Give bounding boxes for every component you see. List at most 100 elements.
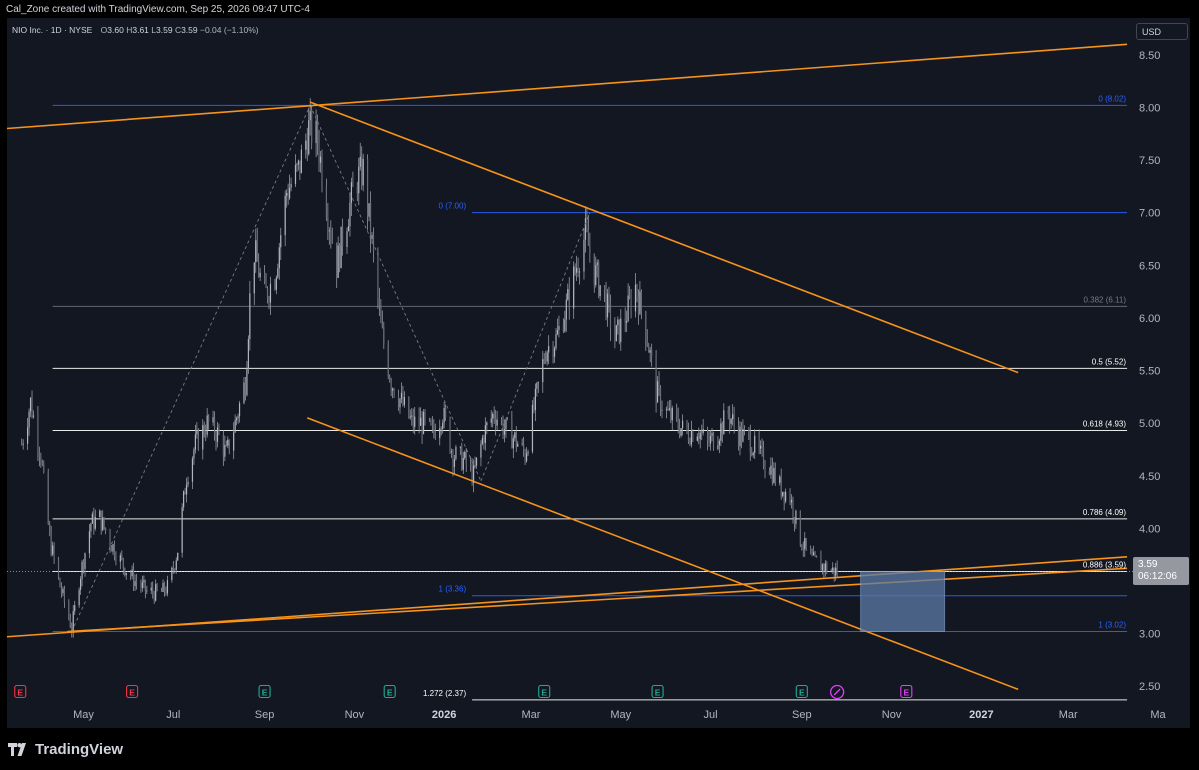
candle-body xyxy=(640,291,642,312)
candle-body xyxy=(461,446,463,470)
candle-body xyxy=(266,287,269,300)
candle-body xyxy=(583,239,585,272)
candle-body xyxy=(72,611,74,633)
candle-body xyxy=(464,451,466,459)
tradingview-logo[interactable]: TradingView xyxy=(8,740,123,758)
candle-body xyxy=(552,346,554,357)
fib-label: 0.382 (6.11) xyxy=(1083,295,1126,304)
earnings-event-icon xyxy=(383,684,396,699)
price-axis[interactable] xyxy=(1133,18,1190,702)
candle-body xyxy=(287,192,289,199)
candle-body xyxy=(216,427,219,442)
earnings-event-label: E xyxy=(387,688,393,698)
candle-body xyxy=(88,531,91,554)
candle-body xyxy=(555,334,557,349)
candle-body xyxy=(739,426,741,447)
candle-body xyxy=(208,415,210,423)
candle-body xyxy=(316,120,319,143)
currency-button[interactable]: USD xyxy=(1136,23,1188,40)
candle-body xyxy=(259,272,261,278)
symbol-name[interactable]: NIO Inc. · 1D · NYSE xyxy=(12,25,93,35)
candle-body xyxy=(247,339,249,369)
candle-body xyxy=(146,590,148,592)
symbol-legend: NIO Inc. · 1D · NYSE O3.60 H3.61 L3.59 C… xyxy=(12,25,259,35)
candle-body xyxy=(804,538,806,550)
candle-body xyxy=(480,443,482,458)
candle-body xyxy=(698,436,700,439)
candle-body xyxy=(369,203,372,239)
candle-body xyxy=(233,432,235,451)
candle-body xyxy=(481,437,484,444)
candle-body xyxy=(162,582,164,592)
candle-body xyxy=(68,602,70,619)
fib-label: 1.272 (2.37) xyxy=(423,689,466,698)
last-price-tag: 3.59 06:12:06 xyxy=(1133,557,1189,585)
candle-body xyxy=(459,446,461,448)
candle-body xyxy=(503,429,506,435)
candle-body xyxy=(542,359,544,383)
candle-body xyxy=(202,425,204,450)
candle-body xyxy=(718,440,720,446)
candle-body xyxy=(521,443,523,445)
earnings-event-icon xyxy=(538,684,551,699)
candle-body xyxy=(690,430,693,445)
earnings-event-icon xyxy=(795,684,808,699)
candle-body xyxy=(305,140,307,150)
candle-body xyxy=(193,449,195,459)
candle-body xyxy=(153,593,155,601)
candle-body xyxy=(336,242,338,278)
fib-label: 0.5 (5.52) xyxy=(1092,357,1127,366)
candle-body xyxy=(187,481,189,485)
candle-body xyxy=(131,569,133,577)
candle-body xyxy=(144,580,146,592)
candle-body xyxy=(534,388,537,411)
candle-body xyxy=(486,422,488,426)
candle-body xyxy=(197,430,199,450)
candle-body xyxy=(525,453,528,462)
candle-body xyxy=(676,407,678,417)
candle-body xyxy=(350,182,353,203)
candle-body xyxy=(191,458,194,482)
candle-body xyxy=(564,319,566,332)
candle-body xyxy=(43,464,45,472)
candle-body xyxy=(556,330,559,335)
candle-body xyxy=(368,203,370,217)
y-tick-label: 7.00 xyxy=(1139,208,1160,220)
candle-body xyxy=(717,445,719,450)
zigzag-segment xyxy=(480,212,591,482)
candle-body xyxy=(52,545,54,555)
time-axis[interactable] xyxy=(7,702,1190,728)
candle-body xyxy=(296,164,298,166)
candle-body xyxy=(430,419,432,425)
candle-body xyxy=(115,557,117,562)
candle-body xyxy=(587,228,589,246)
earnings-event-label: E xyxy=(903,688,909,698)
candle-body xyxy=(578,271,581,273)
x-tick-label: Sep xyxy=(255,709,275,721)
earnings-event-label: E xyxy=(541,688,547,698)
candle-body xyxy=(475,457,478,466)
candle-body xyxy=(471,464,473,484)
candle-body xyxy=(639,291,641,315)
candle-body xyxy=(109,531,111,547)
candle-body xyxy=(603,285,606,291)
candle-body xyxy=(815,555,818,558)
candle-body xyxy=(573,266,575,309)
candle-body xyxy=(445,407,447,418)
last-price: 3.59 xyxy=(1138,559,1158,570)
candle-body xyxy=(124,567,126,576)
candle-body xyxy=(165,591,167,594)
low-label: L xyxy=(151,25,157,35)
candle-body xyxy=(236,418,238,421)
candle-body xyxy=(152,587,154,594)
candle-body xyxy=(290,183,292,188)
candle-body xyxy=(500,419,503,421)
x-tick-label: 2027 xyxy=(969,709,993,721)
zigzag-path xyxy=(71,105,591,632)
candle-body xyxy=(821,564,824,571)
candle-body xyxy=(667,409,669,410)
candle-body xyxy=(453,459,456,467)
candle-body xyxy=(505,418,507,430)
candle-body xyxy=(792,499,794,518)
